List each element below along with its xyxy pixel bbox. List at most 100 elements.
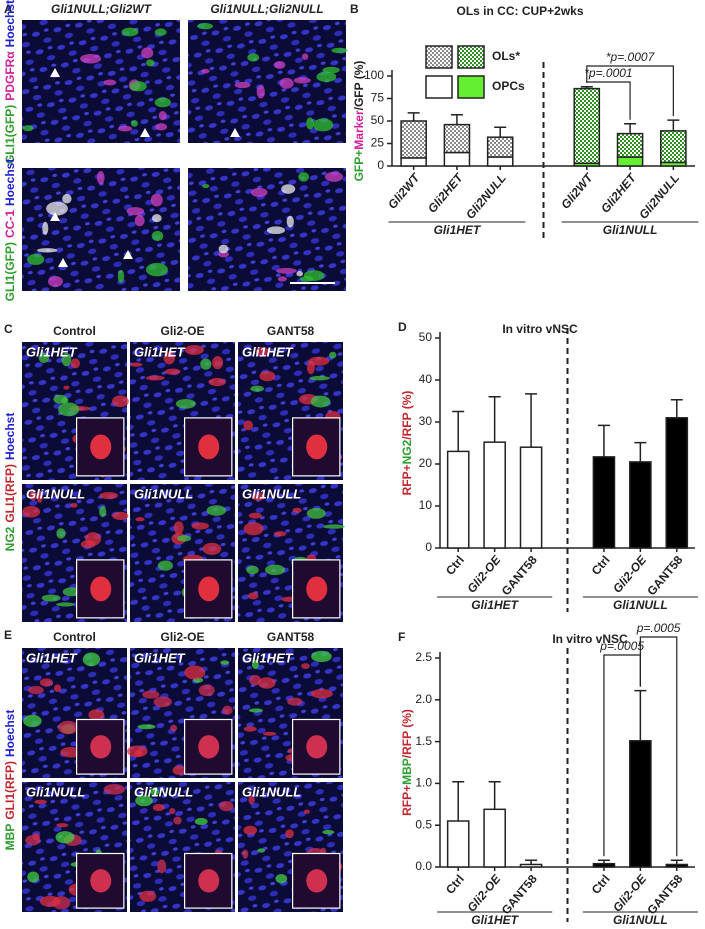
cell (331, 47, 348, 54)
cell (170, 724, 178, 732)
cell (153, 696, 172, 708)
bar (446, 450, 470, 549)
column-header: Gli1NULL;Gli2NULL (210, 2, 323, 16)
significance-bracket (586, 65, 674, 117)
overlay-label: Gli1NULL (134, 486, 193, 501)
cell (142, 690, 160, 699)
x-tick-label: Gli2HET (598, 170, 640, 216)
cell (80, 540, 96, 549)
cell (310, 688, 333, 699)
cell (121, 27, 139, 37)
bar-segment (573, 87, 601, 165)
cell (234, 81, 251, 89)
cell (172, 765, 186, 775)
inset-cell (90, 434, 112, 460)
cell (242, 849, 249, 859)
group-label: Gli1HET (434, 223, 482, 237)
cell (58, 402, 80, 417)
cell (135, 517, 145, 522)
cell (82, 652, 101, 667)
y-tick-label: 2.0 (415, 692, 432, 706)
cell (169, 807, 176, 815)
group-label: Gli1NULL (603, 223, 658, 237)
cell (27, 253, 45, 265)
cell (155, 123, 168, 131)
cell (256, 85, 265, 99)
cell (322, 66, 340, 74)
row-label-part: CC-1 (3, 210, 17, 238)
cell (112, 511, 129, 521)
cell (248, 592, 259, 600)
cell (70, 502, 78, 508)
y-axis-label-part: /RFP (%) (400, 391, 414, 440)
error-bar (488, 396, 501, 443)
row-label-part: Hoechst (3, 710, 17, 757)
inset-cell (90, 869, 112, 893)
x-tick-label: Ctrl (443, 872, 467, 897)
cell (53, 684, 62, 693)
cell (34, 799, 47, 805)
cell (208, 377, 226, 387)
x-tick-label: GANT58 (644, 553, 685, 599)
cell (80, 53, 102, 64)
cell (281, 184, 296, 194)
cell (88, 709, 105, 721)
cell (46, 201, 68, 216)
inset-cell (198, 434, 220, 460)
cell (286, 215, 294, 228)
cell (157, 859, 167, 874)
overlay-label: Gli1NULL (26, 784, 85, 799)
panel-letter: E (4, 628, 12, 642)
x-tick-label: Gli2HET (425, 170, 467, 216)
inset-cell (90, 576, 112, 602)
cell (56, 528, 66, 539)
cell (251, 492, 266, 501)
significance-label: *p=.0001 (584, 66, 632, 80)
micrograph (238, 648, 343, 778)
x-tick-label: Ctrl (443, 553, 467, 578)
cell (146, 59, 155, 67)
error-bar (667, 119, 680, 131)
panel-letter: F (398, 630, 405, 644)
error-bar (597, 859, 610, 864)
cell (150, 787, 160, 797)
y-tick-label: 0 (377, 158, 384, 172)
y-axis-label-part: NG2 (400, 439, 414, 464)
cell (275, 267, 297, 274)
group-label: Gli1HET (471, 913, 519, 927)
y-tick-label: 20 (419, 456, 433, 470)
cell (248, 512, 262, 519)
cell (184, 665, 206, 680)
y-tick-label: 100 (364, 68, 384, 82)
cell (135, 795, 153, 807)
panel-letter: C (4, 322, 13, 336)
bar-segment (616, 132, 644, 158)
cell (117, 269, 125, 283)
cell (62, 193, 72, 204)
overlay-label: Gli1NULL (134, 784, 193, 799)
cell (313, 118, 334, 132)
y-tick-label: 30 (419, 414, 433, 428)
cell (25, 835, 41, 846)
cell (303, 809, 310, 814)
micrograph (22, 782, 127, 912)
cell (36, 490, 43, 503)
micrograph (127, 648, 235, 778)
bar (629, 740, 652, 868)
cell (243, 522, 264, 536)
row-label: MBP GLI1(RFP) Hoechst (3, 710, 17, 851)
cell (316, 71, 337, 82)
inset-cell (198, 869, 220, 893)
y-axis-label-part: RFP+ (400, 785, 414, 816)
cell (23, 714, 42, 728)
inset-cell (90, 735, 112, 759)
cell (197, 23, 214, 30)
micrograph (130, 484, 235, 622)
error-bar (407, 112, 420, 121)
bar (519, 446, 543, 549)
cell (250, 187, 268, 198)
overlay-label: Gli1HET (242, 650, 294, 665)
micrograph (238, 342, 343, 480)
micrograph (22, 342, 129, 480)
cell (103, 79, 117, 86)
